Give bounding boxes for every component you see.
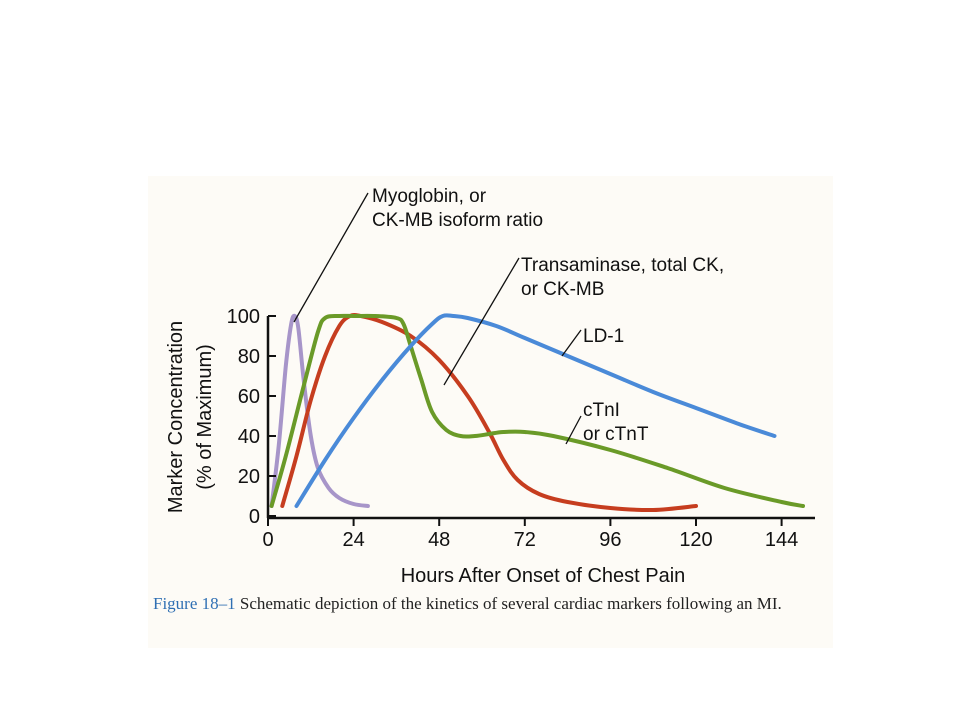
x-tick-label: 72 [514,529,536,551]
series-line-ctn [269,313,805,508]
annotation-ctn-line-2: or cTnT [583,424,649,445]
x-tick-label: 144 [765,529,798,551]
x-ticks: 0 24 48 72 96 120 144 [262,518,798,551]
series-lines [269,312,805,513]
figure-number: Figure 18–1 [153,594,236,613]
figure-caption-text: Schematic depiction of the kinetics of s… [235,594,782,613]
annotation-myoglobin-line-2: CK-MB isoform ratio [372,210,543,231]
y-ticks: 0 20 40 60 80 100 [227,306,276,528]
figure-caption: Figure 18–1 Schematic depiction of the k… [153,594,843,614]
annotation-ctn: cTnI or cTnT [565,400,649,445]
annotation-ckmb-leader [443,257,520,386]
annotation-ckmb-line-1: Transaminase, total CK, [521,255,724,276]
annotation-ctn-leader [565,415,582,445]
annotation-myoglobin-line-1: Myoglobin, or [372,186,487,207]
annotation-ld1-label: LD-1 [583,326,624,347]
x-tick-label: 96 [599,529,621,551]
y-axis-subtitle: (% of Maximum) [194,344,216,490]
annotation-ld1: LD-1 [561,326,624,357]
y-tick-label: 0 [249,506,260,528]
y-tick-label: 40 [238,426,260,448]
series-line-ld1 [294,313,777,508]
annotation-ckmb-line-2: or CK-MB [521,279,604,300]
x-axis-title: Hours After Onset of Chest Pain [401,565,686,587]
x-tick-label: 48 [428,529,450,551]
series-line-ckmb [280,312,698,513]
y-tick-label: 100 [227,306,260,328]
x-tick-label: 120 [679,529,712,551]
figure-panel: 0 20 40 60 80 100 0 24 48 72 96 120 144 Hours After… [148,176,833,648]
y-tick-label: 60 [238,386,260,408]
annotation-ckmb: Transaminase, total CK, or CK-MB [443,255,724,386]
annotation-ld1-leader [561,329,582,357]
y-tick-label: 80 [238,346,260,368]
y-tick-label: 20 [238,466,260,488]
y-axis-title: Marker Concentration [165,321,187,513]
x-tick-label: 24 [342,529,364,551]
axes [266,316,815,520]
x-tick-label: 0 [262,529,273,551]
annotation-myoglobin-leader [293,192,369,323]
annotation-myoglobin: Myoglobin, or CK-MB isoform ratio [293,186,543,323]
annotation-ctn-line-1: cTnI [583,400,620,421]
series-line-myoglobin [269,313,370,508]
chart: 0 20 40 60 80 100 0 24 48 72 96 120 144 Hours After… [165,186,815,587]
